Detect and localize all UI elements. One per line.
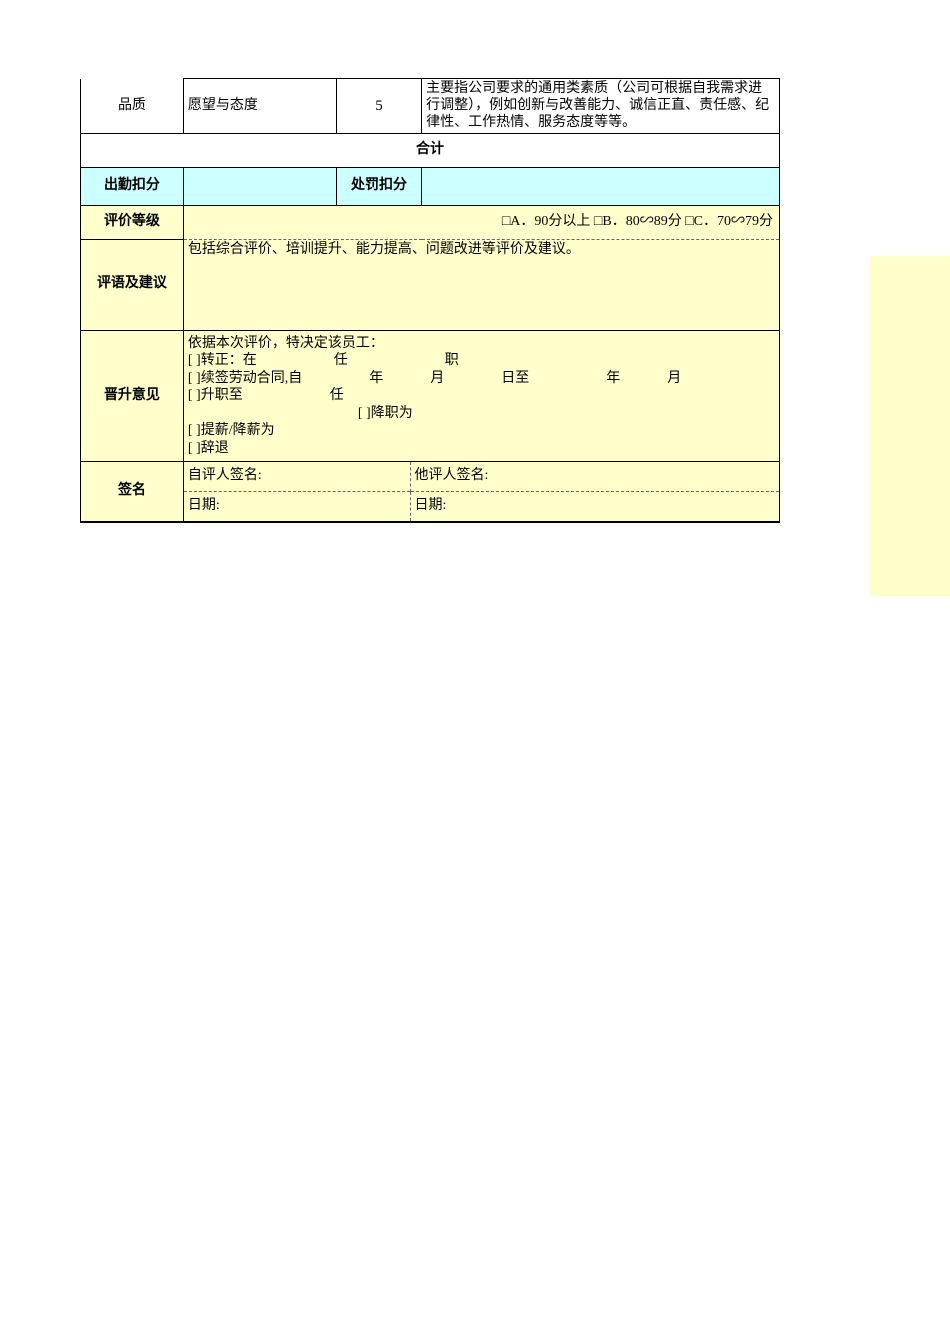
self-sign[interactable]: 自评人签名: — [184, 462, 410, 491]
promo-l2-a: [ ]续签劳动合同,自 — [188, 371, 302, 386]
promotion-line-3: [ ]升职至 任 — [188, 387, 775, 405]
rating-options[interactable]: □A．90分以上 □B．80∽89分 □C．70∽79分 — [183, 205, 779, 239]
cell-item: 愿望与态度 — [183, 79, 336, 134]
penalty-deduct-label: 处罚扣分 — [336, 168, 421, 206]
promo-l2-d: 日至 — [501, 371, 529, 386]
promo-l2-c: 月 — [430, 371, 444, 386]
comments-area[interactable]: 包括综合评价、培训提升、能力提高、问题改进等评价及建议。 — [183, 239, 779, 330]
total-row: 合计 — [81, 134, 780, 168]
cell-category: 品质 — [81, 79, 184, 134]
promotion-line-5: [ ]提薪/降薪为 — [188, 422, 775, 440]
sign-area: 自评人签名: 他评人签名: 日期: 日期: — [183, 462, 779, 522]
promotion-area[interactable]: 依据本次评价，特决定该员工： [ ]转正：在 任 职 [ ]续签劳动合同,自 年… — [183, 330, 779, 462]
signature-inner-table: 自评人签名: 他评人签名: 日期: 日期: — [184, 462, 779, 521]
other-sign[interactable]: 他评人签名: — [410, 462, 779, 491]
penalty-deduct-value[interactable] — [422, 168, 780, 206]
total-label: 合计 — [81, 134, 780, 168]
attendance-deduct-value[interactable] — [183, 168, 336, 206]
sign-label: 签名 — [81, 462, 184, 522]
rating-row: 评价等级 □A．90分以上 □B．80∽89分 □C．70∽79分 — [81, 205, 780, 239]
rating-label: 评价等级 — [81, 205, 184, 239]
promo-l1-c: 职 — [445, 353, 459, 368]
evaluation-table: 品质 愿望与态度 5 主要指公司要求的通用类素质（公司可根据自我需求进行调整），… — [80, 78, 780, 523]
promotion-line-2: [ ]续签劳动合同,自 年 月 日至 年 月 — [188, 370, 775, 388]
promotion-line-4: [ ]降职为 — [188, 405, 775, 423]
right-highlight-strip — [870, 256, 950, 596]
table-row: 品质 愿望与态度 5 主要指公司要求的通用类素质（公司可根据自我需求进行调整），… — [81, 79, 780, 134]
promo-l2-f: 月 — [667, 371, 681, 386]
promo-l1-b: 任 — [334, 353, 348, 368]
other-date[interactable]: 日期: — [410, 492, 779, 521]
self-date[interactable]: 日期: — [184, 492, 410, 521]
promotion-intro: 依据本次评价，特决定该员工： — [188, 335, 775, 353]
promo-l3-b: 任 — [330, 388, 344, 403]
promo-l2-e: 年 — [606, 371, 620, 386]
promotion-line-1: [ ]转正：在 任 职 — [188, 352, 775, 370]
promotion-line-6: [ ]辞退 — [188, 440, 775, 458]
page: 品质 愿望与态度 5 主要指公司要求的通用类素质（公司可根据自我需求进行调整），… — [0, 0, 950, 523]
promo-l2-b: 年 — [369, 371, 383, 386]
deduction-row: 出勤扣分 处罚扣分 — [81, 168, 780, 206]
comments-hint: 包括综合评价、培训提升、能力提高、问题改进等评价及建议。 — [188, 242, 580, 257]
cell-desc: 主要指公司要求的通用类素质（公司可根据自我需求进行调整），例如创新与改善能力、诚… — [422, 79, 780, 134]
promotion-row: 晋升意见 依据本次评价，特决定该员工： [ ]转正：在 任 职 [ ]续签劳动合… — [81, 330, 780, 462]
promo-l1-a: [ ]转正：在 — [188, 353, 257, 368]
comments-label: 评语及建议 — [81, 239, 184, 330]
signature-row: 签名 自评人签名: 他评人签名: 日期: 日期: — [81, 462, 780, 522]
attendance-deduct-label: 出勤扣分 — [81, 168, 184, 206]
promo-l3-a: [ ]升职至 — [188, 388, 243, 403]
comments-row: 评语及建议 包括综合评价、培训提升、能力提高、问题改进等评价及建议。 — [81, 239, 780, 330]
promotion-label: 晋升意见 — [81, 330, 184, 462]
cell-weight: 5 — [336, 79, 421, 134]
